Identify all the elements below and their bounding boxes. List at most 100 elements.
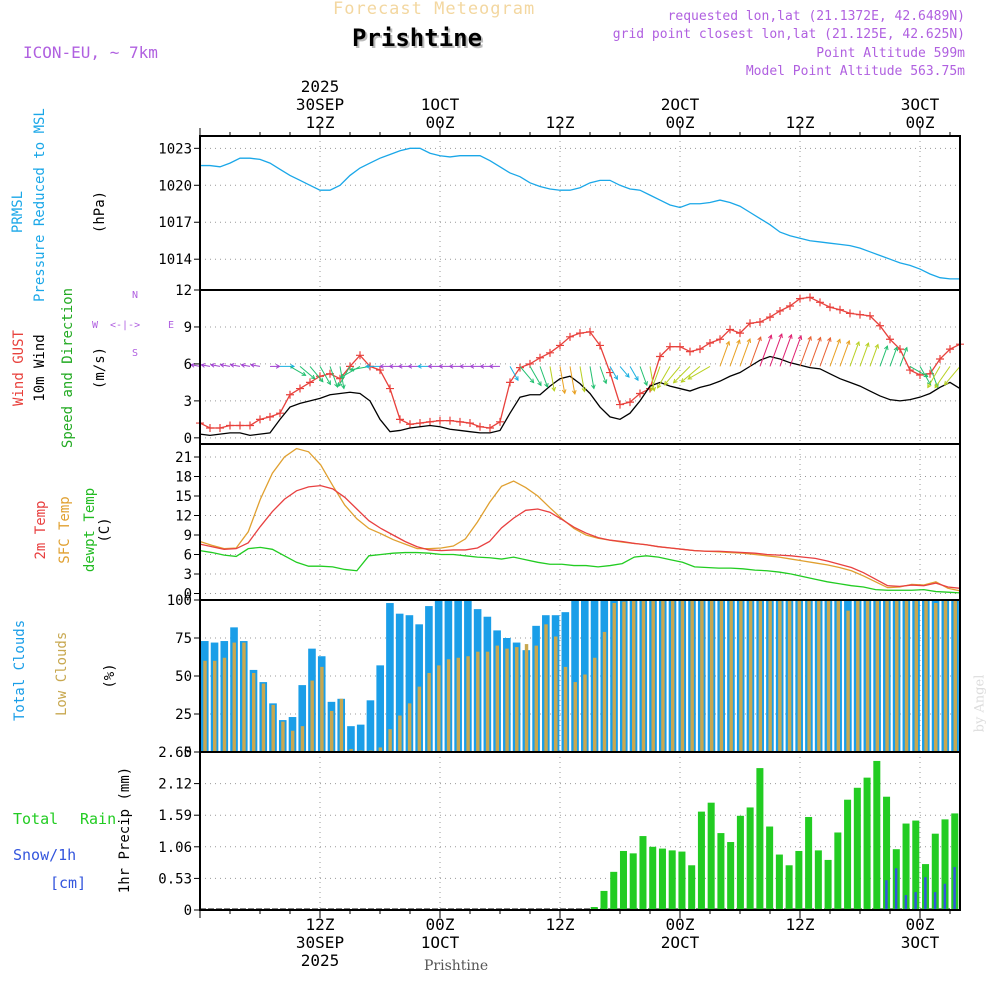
wind-dir-arrowhead	[318, 377, 324, 383]
wind-dir-arrowhead	[479, 364, 485, 369]
low-cloud-bar	[641, 600, 646, 752]
y-tick-label: 0.53	[158, 871, 192, 887]
gust-marker	[806, 293, 814, 302]
gust-marker	[686, 347, 694, 356]
gust-marker	[476, 422, 484, 431]
low-cloud-bar	[758, 600, 763, 752]
wind-dir-arrowhead	[561, 389, 567, 395]
compass-e: E	[168, 320, 175, 331]
closest-coords: grid point closest lon,lat (21.125E, 42.…	[612, 27, 965, 42]
y-tick-label: 1020	[158, 178, 192, 194]
gust-marker	[546, 348, 554, 357]
low-cloud-bar	[320, 666, 324, 752]
low-cloud-bar	[407, 703, 412, 752]
wind-dir-arrowhead	[663, 380, 669, 386]
rain-bar	[883, 796, 891, 910]
model-altitude: Model Point Altitude 563.75m	[745, 64, 965, 79]
rain-bar	[863, 777, 871, 910]
wind-dir-arrowhead	[200, 363, 206, 368]
low-cloud-bar	[495, 645, 500, 752]
rain-bar	[590, 907, 598, 910]
top-hour-label: 00Z	[666, 113, 695, 132]
gust-marker	[856, 310, 864, 319]
y-tick-label: 15	[175, 489, 192, 505]
wind-dir-arrowhead	[219, 362, 225, 368]
total-cloud-bar	[356, 724, 365, 752]
wind-dir-arrow	[899, 347, 908, 367]
top-hour-label: 00Z	[426, 113, 455, 132]
wind-dir-arrowhead	[310, 374, 316, 380]
wind-dir-arrow	[879, 345, 888, 367]
low-cloud-bar	[748, 600, 753, 752]
wind-dir-arrowhead	[240, 363, 246, 368]
wind-dir-arrowhead	[438, 364, 443, 369]
top-date-label: 2OCT	[661, 95, 700, 114]
wind-dir-arrow	[769, 333, 783, 367]
wind-dir-arrowhead	[591, 384, 596, 390]
low-cloud-bar	[953, 600, 957, 752]
wind-dir-arrowhead	[736, 339, 741, 345]
gust-marker	[676, 342, 684, 351]
rain-bar	[717, 833, 725, 910]
low-cloud-bar	[417, 686, 422, 752]
wind-dir-arrow	[569, 366, 576, 395]
wind-dir-arrow	[869, 344, 879, 367]
snow-bar	[894, 868, 898, 910]
total-cloud-bar	[376, 665, 384, 752]
rain-bar	[658, 848, 666, 910]
gust-marker	[306, 378, 314, 387]
rain-bar	[902, 823, 910, 910]
rain-bar	[912, 820, 920, 910]
gust-marker	[296, 384, 304, 393]
bottom-hour-label: 00Z	[666, 915, 695, 934]
gust-marker	[566, 332, 574, 341]
y-tick-label: 6	[184, 548, 192, 564]
y-tick-label: 21	[175, 450, 192, 466]
rain-bar	[697, 811, 705, 910]
total-cloud-bar	[366, 700, 375, 752]
wind-dir-arrow	[599, 366, 607, 384]
rain-bar	[853, 787, 861, 910]
y-tick-label: 0	[184, 903, 192, 919]
gust-marker	[276, 409, 284, 418]
low-cloud-bar	[631, 600, 636, 752]
y-tick-label: 2.12	[158, 777, 192, 793]
snow-bar	[904, 895, 908, 910]
y-tick-label: 18	[175, 470, 192, 486]
top-hour-label: 12Z	[546, 113, 575, 132]
wind-dir-arrow	[529, 366, 542, 386]
wind-dir-arrowhead	[651, 386, 657, 392]
gust-marker	[706, 338, 714, 347]
wind-dir-arrow	[673, 366, 691, 384]
wind-dir-arrowhead	[544, 383, 549, 389]
low-cloud-bar	[427, 672, 431, 752]
wind-dir-arrow	[230, 364, 241, 367]
top-date-label: 3OCT	[901, 95, 940, 114]
low-cloud-bar	[290, 730, 295, 752]
dewpt-line	[199, 546, 961, 594]
low-cloud-bar	[593, 657, 597, 752]
low-cloud-bar	[690, 600, 694, 752]
gust-marker	[766, 313, 774, 322]
wind-dir-arrow	[759, 335, 772, 367]
wind-dir-arrow	[519, 366, 535, 383]
top-year-label: 2025	[301, 77, 340, 96]
rain-bar	[834, 832, 842, 910]
y-tick-label: 9	[184, 320, 192, 336]
gust-marker	[746, 319, 754, 328]
wind-dir-arrowhead	[229, 362, 235, 368]
wind-dir-arrow	[829, 339, 841, 367]
snow-bar	[885, 880, 888, 910]
panel-frame	[199, 135, 961, 291]
y-tick-label: 75	[175, 631, 192, 647]
snow-bar	[943, 883, 947, 910]
low-cloud-bar	[924, 600, 928, 752]
gust-marker	[286, 390, 294, 399]
low-cloud-bar	[914, 600, 918, 752]
wind-dir-arrow	[749, 336, 762, 367]
compass-w: W	[92, 320, 99, 331]
gust-marker	[486, 423, 494, 432]
low-cloud-bar	[709, 600, 714, 752]
y-tick-label: 12	[175, 509, 192, 525]
low-cloud-bar	[670, 600, 675, 752]
